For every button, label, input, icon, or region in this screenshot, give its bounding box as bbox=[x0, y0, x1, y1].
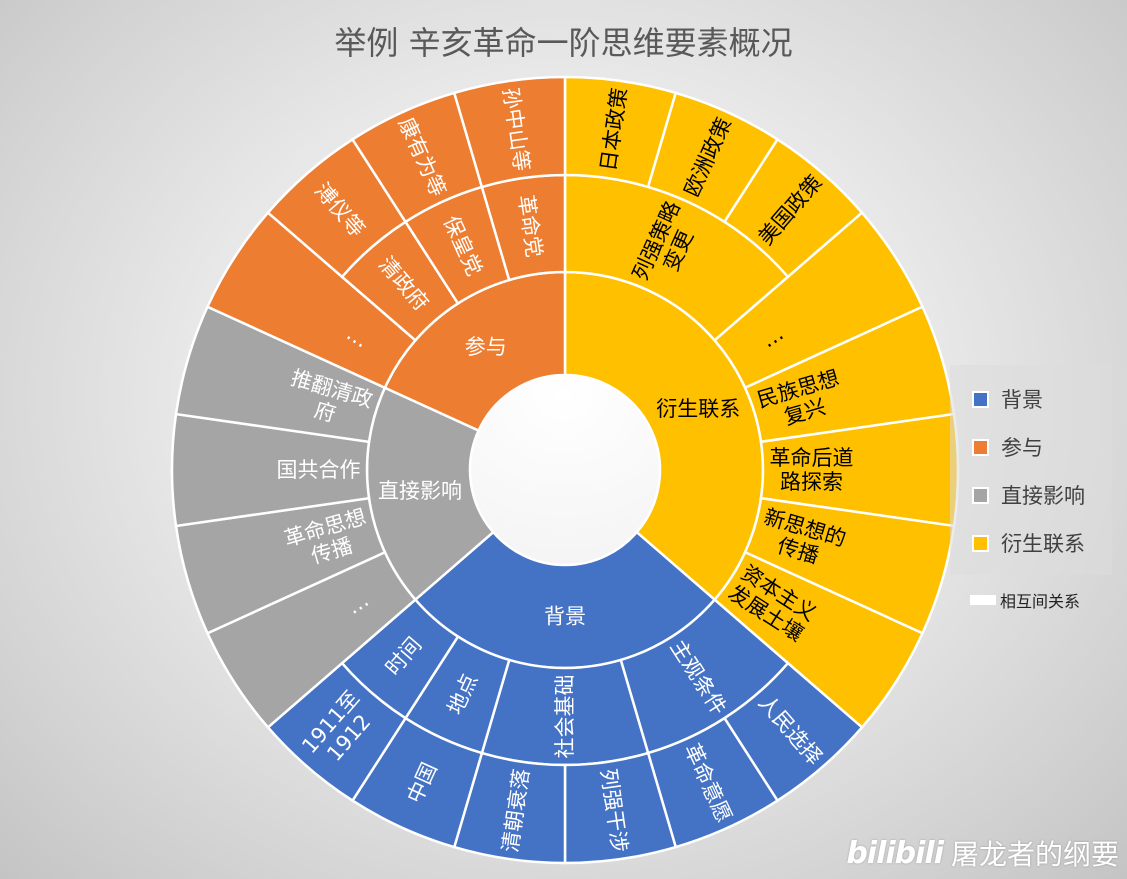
label-直接影响: 直接影响 bbox=[378, 479, 462, 503]
legend-extra-label: 相互间关系 bbox=[1000, 592, 1081, 611]
legend-item-direct-impact: 直接影响 bbox=[972, 482, 1085, 508]
legend-swatch bbox=[972, 534, 989, 552]
bilibili-logo: bilibili bbox=[846, 835, 944, 871]
sector-孙中山等[interactable] bbox=[452, 75, 567, 189]
legend-label: 直接影响 bbox=[1001, 484, 1085, 508]
legend-label: 参与 bbox=[1001, 436, 1043, 460]
label-国共合作: 国共合作 bbox=[277, 458, 361, 482]
white-line-swatch bbox=[970, 595, 996, 605]
legend-item-derived: 衍生联系 bbox=[972, 530, 1085, 556]
chart-title: 举例 辛亥革命一阶思维要素概况 bbox=[334, 24, 793, 62]
label-背景: 背景 bbox=[544, 605, 586, 629]
legend: 背景 参与 直接影响 衍生联系 bbox=[950, 365, 1112, 575]
watermark-author: 屠龙者的纲要 bbox=[950, 838, 1119, 871]
legend-label: 背景 bbox=[1001, 388, 1043, 412]
legend-item-background: 背景 bbox=[972, 386, 1043, 412]
legend-swatch bbox=[972, 438, 989, 456]
legend-swatch bbox=[972, 390, 989, 408]
label-革命后道路探索: 革命后道路探索 bbox=[770, 446, 854, 494]
legend-swatch bbox=[972, 486, 989, 504]
label-社会基础: 社会基础 bbox=[553, 675, 577, 759]
legend-extra: 相互间关系 bbox=[970, 588, 1080, 612]
legend-label: 衍生联系 bbox=[1001, 532, 1085, 556]
label-参与: 参与 bbox=[465, 335, 507, 359]
label-衍生联系: 衍生联系 bbox=[656, 397, 740, 421]
legend-item-participation: 参与 bbox=[972, 434, 1043, 460]
watermark: bilibili 屠龙者的纲要 bbox=[846, 833, 1119, 873]
